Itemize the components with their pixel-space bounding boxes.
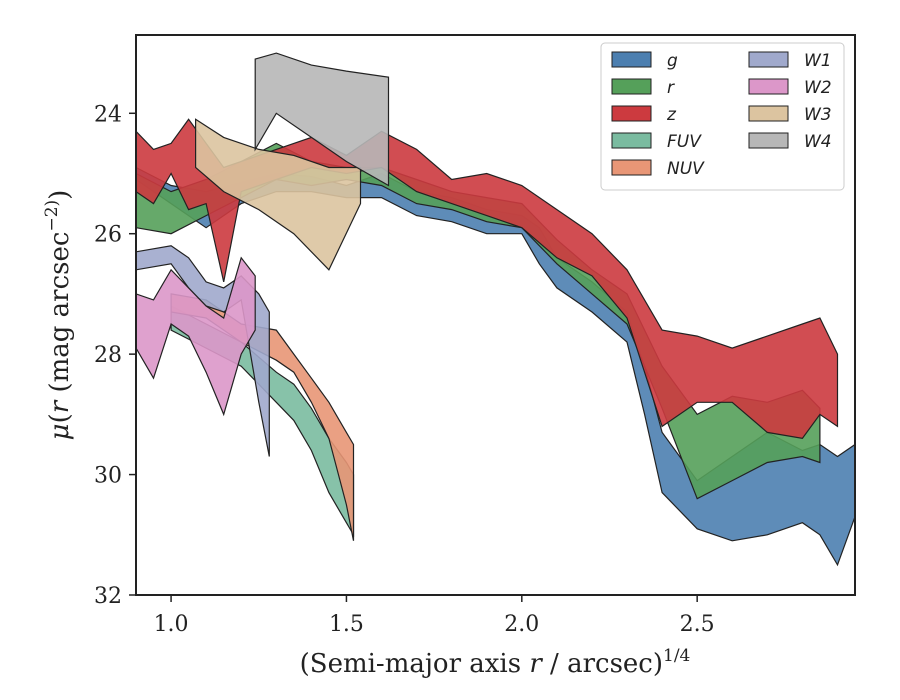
x-tick-label: 1.0 <box>154 612 189 637</box>
y-axis-title: μ(r (mag arcsec−2)) <box>42 190 75 441</box>
x-axis-title: (Semi-major axis r / arcsec)1/4 <box>300 646 691 679</box>
legend-label-nuv: NUV <box>667 159 705 179</box>
legend-swatch-fuv <box>611 132 652 149</box>
legend-swatch-g <box>611 51 652 68</box>
y-axis: 24 26 28 30 32 <box>94 102 136 609</box>
legend-label-w2: W2 <box>804 78 832 98</box>
series-band-w4 <box>254 52 390 187</box>
y-tick-label: 28 <box>94 343 122 368</box>
y-tick-label: 26 <box>94 223 122 248</box>
x-axis: 1.0 1.5 2.0 2.5 <box>154 595 715 637</box>
y-tick-label: 30 <box>94 464 122 489</box>
x-tick-label: 2.5 <box>680 612 715 637</box>
legend-swatch-r <box>611 78 652 95</box>
legend-label-z: z <box>666 105 677 125</box>
plot-frame <box>135 34 856 596</box>
legend-label-w4: W4 <box>804 132 832 152</box>
legend-swatch-w2 <box>748 78 789 95</box>
series-band-w3 <box>195 118 362 271</box>
legend-swatch-w3 <box>748 105 789 122</box>
legend-swatch-w1 <box>748 51 789 68</box>
legend-swatch-nuv <box>611 159 652 176</box>
y-tick-label: 32 <box>94 584 122 609</box>
legend-swatch-z <box>611 105 652 122</box>
legend: grz FUV NUV W1 W2 W3 W4 <box>600 42 845 191</box>
series-band-w2 <box>136 256 256 417</box>
x-tick-label: 2.0 <box>504 612 539 637</box>
legend-label-w3: W3 <box>804 105 832 125</box>
series-layer <box>136 52 855 567</box>
x-tick-label: 1.5 <box>329 612 364 637</box>
legend-swatch-w4 <box>748 132 789 149</box>
legend-label-fuv: FUV <box>667 132 702 152</box>
legend-label-g: g <box>667 51 678 71</box>
legend-label-w1: W1 <box>804 51 832 71</box>
legend-label-r: r <box>667 78 675 98</box>
y-tick-label: 24 <box>94 102 122 127</box>
